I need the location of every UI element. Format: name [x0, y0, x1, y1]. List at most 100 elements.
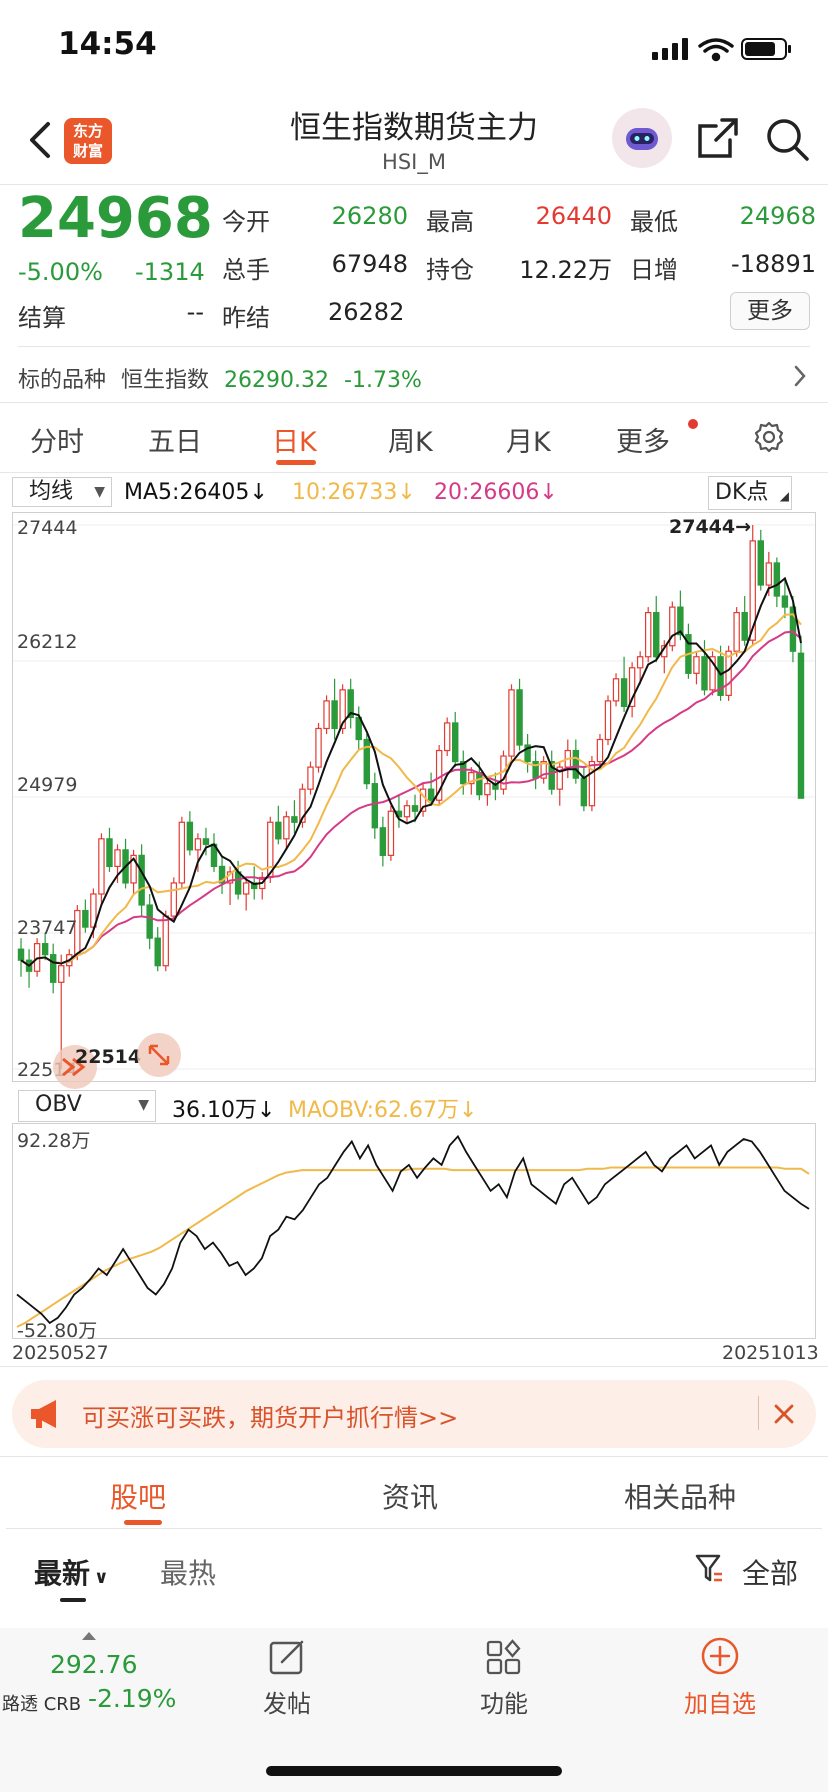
candle: [162, 915, 169, 967]
candle: [677, 606, 684, 636]
candle: [797, 652, 805, 799]
tab-monthly-k[interactable]: 月K: [506, 427, 551, 458]
candle: [17, 948, 25, 961]
candle: [299, 788, 306, 823]
post-button[interactable]: 发帖: [263, 1690, 311, 1718]
label-high: 最高: [426, 208, 474, 236]
candle: [138, 854, 145, 906]
app-logo: 东方 财富: [64, 118, 112, 164]
back-chevron-icon[interactable]: [22, 118, 62, 162]
add-watch-icon[interactable]: [700, 1636, 740, 1676]
obv-chart[interactable]: 92.28万 -52.80万: [12, 1123, 816, 1342]
candle: [379, 827, 387, 856]
kline-svg: [13, 524, 815, 1070]
kline-chart[interactable]: 27444 26212 24979 23747 22514 27444→ 225…: [12, 512, 816, 1089]
banner-text: 可买涨可买跌，期货开户抓行情>>: [82, 1404, 459, 1432]
sort-hot[interactable]: 最热: [160, 1557, 217, 1590]
underlying-change: -1.73%: [344, 368, 422, 393]
label-low: 最低: [630, 208, 678, 236]
candle: [146, 904, 153, 939]
home-indicator: [266, 1766, 562, 1776]
tab-weekly-k[interactable]: 周K: [388, 427, 433, 458]
candle: [307, 766, 314, 790]
candle: [331, 700, 338, 730]
tab-forum[interactable]: 股吧: [110, 1481, 167, 1514]
tab-daily-k[interactable]: 日K: [272, 427, 317, 458]
tab-news[interactable]: 资讯: [382, 1481, 439, 1514]
candle: [604, 700, 612, 741]
promo-banner[interactable]: 可买涨可买跌，期货开户抓行情>>: [12, 1380, 816, 1448]
candle: [242, 882, 250, 895]
label-settle: 结算: [18, 304, 66, 332]
expand-icon[interactable]: [137, 1033, 181, 1077]
functions-grid-icon[interactable]: [484, 1638, 524, 1678]
sort-indicator: [60, 1598, 86, 1602]
obv-y-bottom: -52.80万: [17, 1320, 98, 1342]
candle: [693, 656, 700, 674]
candle: [741, 612, 748, 641]
filter-icon[interactable]: [694, 1552, 724, 1586]
dk-point-button[interactable]: DK点 ◢: [708, 476, 792, 510]
candle: [419, 788, 427, 812]
close-icon[interactable]: [772, 1402, 796, 1426]
more-button[interactable]: 更多: [730, 292, 810, 330]
underlying-row[interactable]: 标的品种 恒生指数 26290.32 -1.73%: [18, 362, 422, 394]
rewind-icon[interactable]: [53, 1045, 97, 1089]
candle: [452, 722, 459, 763]
search-icon[interactable]: [764, 116, 812, 164]
candle: [620, 678, 628, 708]
assistant-robot-icon[interactable]: [612, 108, 672, 168]
candle: [275, 821, 282, 840]
candle: [58, 965, 65, 983]
signal-icon: [652, 38, 688, 60]
candle: [717, 656, 724, 696]
candle: [82, 909, 89, 928]
crb-label[interactable]: 路透 CRB: [2, 1694, 82, 1715]
obv-svg: [16, 1134, 810, 1328]
value-open-interest: 12.22万: [519, 256, 612, 284]
tab-intraday[interactable]: 分时: [30, 427, 84, 458]
candle: [291, 816, 298, 823]
candle: [106, 838, 113, 868]
candle: [371, 783, 379, 829]
edit-post-icon[interactable]: [268, 1638, 308, 1678]
filter-all[interactable]: 全部: [742, 1557, 799, 1590]
candle: [443, 722, 451, 752]
y-tick-3: 24979: [17, 774, 78, 796]
y-tick-top: 27444: [17, 517, 78, 539]
candle: [540, 760, 547, 779]
candle: [363, 738, 370, 785]
functions-button[interactable]: 功能: [480, 1690, 528, 1718]
value-settle: --: [186, 298, 204, 326]
settings-gear-icon[interactable]: [752, 420, 786, 454]
battery-icon: [741, 38, 791, 60]
candle: [628, 667, 636, 708]
obv-select[interactable]: OBV ▼: [18, 1090, 156, 1122]
candle: [749, 540, 756, 641]
crb-change[interactable]: -2.19%: [88, 1684, 177, 1713]
candle: [154, 937, 161, 967]
add-watch-button[interactable]: 加自选: [684, 1690, 756, 1718]
last-price: 24968: [18, 186, 213, 251]
expand-up-icon[interactable]: [82, 1632, 96, 1640]
page-title: 恒生指数期货主力: [290, 110, 538, 146]
sort-latest[interactable]: 最新 ∨: [34, 1557, 109, 1590]
value-volume: 67948: [331, 250, 408, 278]
x-axis-start: 20250527: [12, 1342, 109, 1364]
tab-related[interactable]: 相关品种: [624, 1481, 737, 1514]
candle: [468, 772, 475, 785]
indicator-select[interactable]: 均线 ▼: [12, 477, 112, 507]
candle: [186, 821, 194, 851]
value-open: 26280: [331, 202, 408, 230]
candle: [669, 606, 676, 647]
ma20-line: [20, 630, 802, 967]
candle: [323, 700, 330, 730]
candle: [49, 954, 57, 983]
tab-five-day[interactable]: 五日: [148, 427, 202, 458]
ma20-readout: 20:26606↓: [434, 480, 558, 505]
candle: [524, 744, 531, 763]
share-icon[interactable]: [696, 116, 740, 160]
chevron-right-icon[interactable]: [792, 364, 808, 388]
crb-value[interactable]: 292.76: [50, 1650, 138, 1679]
tab-more[interactable]: 更多: [616, 427, 670, 458]
